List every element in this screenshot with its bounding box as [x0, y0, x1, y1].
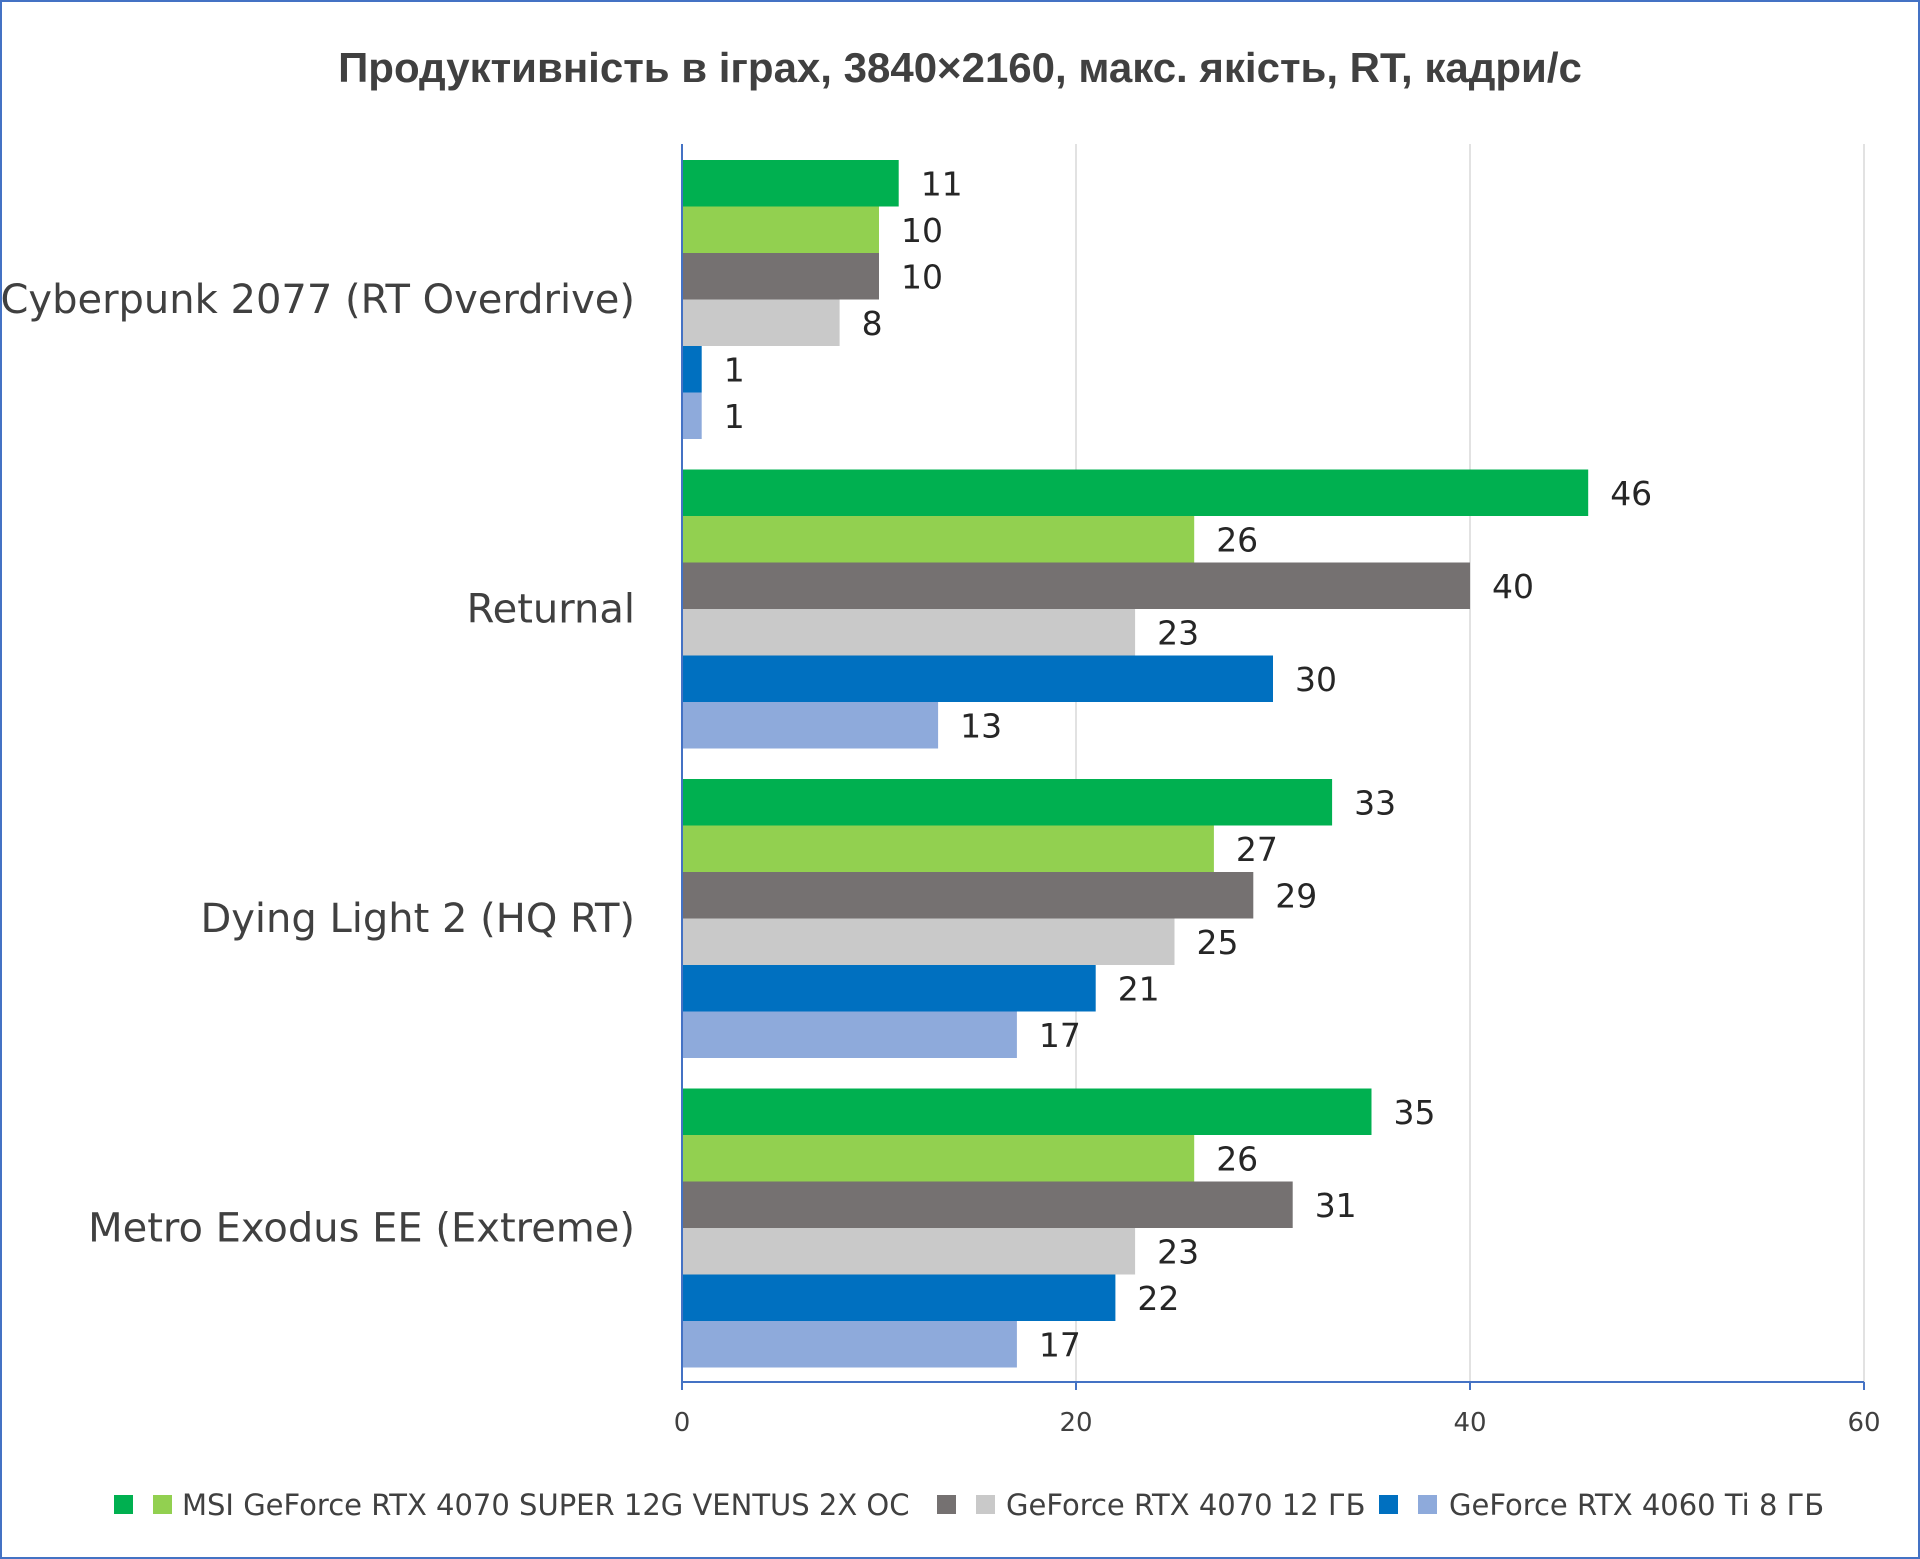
- legend-marker: [114, 1495, 133, 1514]
- x-tick-label: 0: [674, 1408, 691, 1438]
- data-label: 29: [1275, 876, 1317, 915]
- legend-marker: [937, 1495, 956, 1514]
- data-label: 27: [1236, 830, 1278, 869]
- bar: [682, 1135, 1195, 1182]
- data-label: 46: [1610, 474, 1652, 513]
- bar: [682, 160, 899, 207]
- data-label: 8: [862, 304, 883, 343]
- data-label: 26: [1216, 1139, 1258, 1178]
- bar: [682, 1321, 1017, 1368]
- data-label: 1: [724, 397, 745, 436]
- bar: [682, 562, 1470, 609]
- bar: [682, 825, 1214, 872]
- legend-label: GeForce RTX 4070 12 ГБ: [1006, 1488, 1366, 1522]
- bar: [682, 779, 1333, 826]
- legend-label: MSI GeForce RTX 4070 SUPER 12G VENTUS 2X…: [182, 1488, 910, 1522]
- data-label: 23: [1157, 1232, 1199, 1271]
- bar: [682, 1088, 1372, 1135]
- data-label: 26: [1216, 520, 1258, 559]
- chart-title: Продуктивність в іграх, 3840×2160, макс.…: [338, 44, 1582, 91]
- axes: [681, 144, 1865, 1390]
- data-label: 17: [1039, 1016, 1081, 1055]
- legend-marker: [976, 1495, 995, 1514]
- legend-marker: [1418, 1495, 1437, 1514]
- legend-label: GeForce RTX 4060 Ti 8 ГБ: [1449, 1488, 1824, 1522]
- category-label: Returnal: [467, 586, 635, 632]
- bar: [682, 1011, 1017, 1058]
- bar: [682, 965, 1096, 1012]
- data-label: 17: [1039, 1325, 1081, 1364]
- data-label: 22: [1137, 1279, 1179, 1318]
- data-label: 21: [1118, 969, 1160, 1008]
- bar: [682, 655, 1273, 702]
- x-tick-label: 40: [1453, 1408, 1486, 1438]
- data-label: 1: [724, 350, 745, 389]
- data-label: 23: [1157, 613, 1199, 652]
- bar: [682, 1274, 1116, 1321]
- bar: [682, 392, 702, 439]
- bar: [682, 918, 1175, 965]
- bar: [682, 346, 702, 393]
- category-label: Dying Light 2 (HQ RT): [200, 896, 635, 942]
- bar: [682, 206, 879, 253]
- bar: [682, 1228, 1136, 1275]
- category-label: Metro Exodus EE (Extreme): [88, 1205, 635, 1251]
- data-label: 35: [1394, 1093, 1436, 1132]
- data-label: 11: [921, 164, 963, 203]
- bar: [682, 299, 840, 346]
- bar: [682, 253, 879, 300]
- legend-marker: [153, 1495, 172, 1514]
- data-label: 10: [901, 257, 943, 296]
- bar: [682, 469, 1589, 516]
- data-label: 10: [901, 211, 943, 250]
- data-label: 31: [1315, 1186, 1357, 1225]
- bar: [682, 609, 1136, 656]
- bar: [682, 516, 1195, 563]
- data-label: 25: [1197, 923, 1239, 962]
- x-tick-label: 60: [1847, 1408, 1880, 1438]
- x-tick-label: 20: [1059, 1408, 1092, 1438]
- data-label: 13: [960, 706, 1002, 745]
- data-label: 40: [1492, 567, 1534, 606]
- data-label: 33: [1354, 783, 1396, 822]
- category-label: Cyberpunk 2077 (RT Overdrive): [2, 277, 635, 323]
- bar: [682, 872, 1254, 919]
- bar: [682, 702, 939, 749]
- legend: MSI GeForce RTX 4070 SUPER 12G VENTUS 2X…: [114, 1488, 1824, 1522]
- bars: [682, 160, 1589, 1368]
- legend-marker: [1379, 1495, 1398, 1514]
- data-label: 30: [1295, 660, 1337, 699]
- bar: [682, 1181, 1293, 1228]
